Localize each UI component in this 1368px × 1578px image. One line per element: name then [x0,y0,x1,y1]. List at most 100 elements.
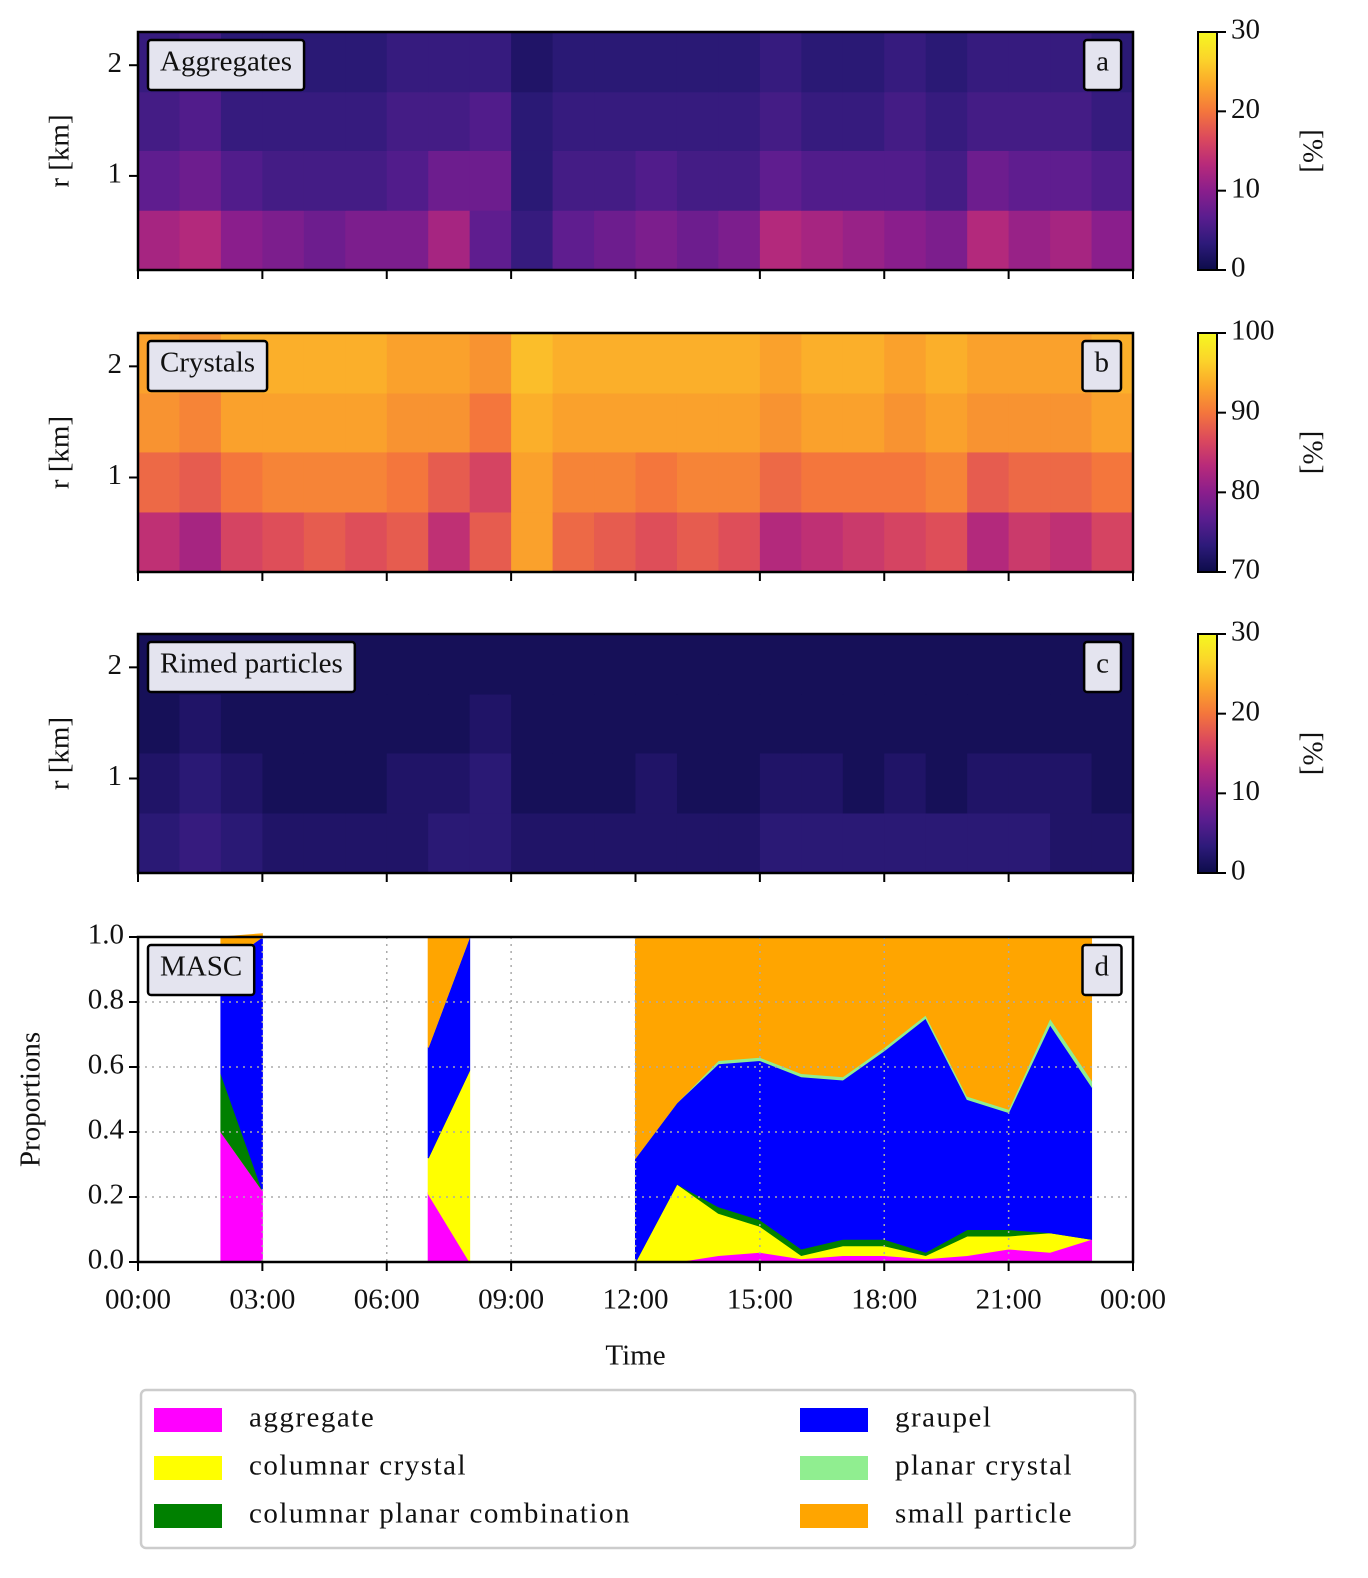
heatmap-cell [594,210,636,271]
panel-letter: d [1095,951,1110,983]
panel-title-box [146,339,269,393]
colorbar-label: [%] [1296,732,1328,775]
heatmap-cell [386,812,429,874]
x-tick-label: 00:00 [105,1284,171,1316]
heatmap-cell [469,451,512,513]
heatmap-cell [801,393,844,453]
heatmap-cell [676,210,719,271]
heatmap-cell [511,210,554,271]
heatmap-cell [179,451,222,513]
heatmap-cell [386,451,429,513]
panel-letter-box [1082,640,1123,694]
y-tick-label: 0.2 [88,1179,124,1211]
heatmap-cell [718,451,761,513]
heatmap-cell [262,511,305,573]
legend-swatch [154,1408,222,1432]
heatmap-cell [469,694,512,754]
heatmap-cell [594,634,636,695]
heatmap-cell [967,333,1010,394]
heatmap-cell [1008,451,1051,513]
heatmap-cell [428,91,471,151]
colorbar [1197,31,1218,271]
heatmap-cell [801,333,844,394]
heatmap-cell [179,812,222,874]
heatmap-cell [345,511,388,573]
heatmap-cell [759,511,802,573]
heatmap-cell [552,210,595,271]
heatmap-cell [262,91,305,151]
heatmap-cell [386,32,429,93]
heatmap-cell [138,210,180,271]
heatmap-cell [967,393,1010,453]
heatmap-cell [511,91,554,151]
heatmap-cell [1008,333,1051,394]
heatmap-cell [842,150,885,211]
heatmap-cell [220,752,263,814]
heatmap-cell [759,393,802,453]
y-axis-label: r [km] [44,416,76,489]
heatmap-cell [386,333,429,394]
heatmap-cell [511,812,554,874]
heatmap-cell [469,634,512,695]
heatmap-cell [428,333,471,394]
x-tick-label: 00:00 [1100,1284,1166,1316]
heatmap-cell [179,694,222,754]
heatmap-cell [303,393,346,453]
heatmap-cell [262,393,305,453]
legend-label: planar crystal [895,1450,1073,1482]
heatmap-cell [718,694,761,754]
panel-title-box [146,640,357,694]
heatmap-cell [842,752,885,814]
heatmap-cell [884,333,927,394]
heatmap-cell [1091,451,1134,513]
heatmap-cell [428,32,471,93]
heatmap-cell [386,91,429,151]
heatmap-cell [718,812,761,874]
heatmap-cell [635,694,678,754]
heatmap-cell [552,32,595,93]
x-tick-label: 03:00 [229,1284,295,1316]
heatmap-cell [842,333,885,394]
heatmap-cell [511,32,554,93]
colorbar-tick-label: 30 [1231,616,1260,648]
heatmap-cell [967,150,1010,211]
heatmap-cell [1050,752,1093,814]
heatmap-cell [262,752,305,814]
legend-box [139,1388,1137,1550]
heatmap-cell [759,150,802,211]
heatmap-cell [676,451,719,513]
legend-swatch [800,1504,868,1528]
heatmap-cell [676,511,719,573]
heatmap-cell [801,210,844,271]
heatmap-cell [967,210,1010,271]
heatmap-cell [635,812,678,874]
heatmap-cell [1050,511,1093,573]
heatmap-cell [138,393,180,453]
heatmap-cell [1008,752,1051,814]
heatmap-cell [138,812,180,874]
heatmap-cell [1091,393,1134,453]
heatmap-cell [594,150,636,211]
heatmap-cell [635,451,678,513]
heatmap-cell [759,333,802,394]
heatmap-cell [1091,694,1134,754]
heatmap-cell [386,752,429,814]
panel-title-box [146,38,306,92]
heatmap-cell [303,91,346,151]
heatmap-cell [801,511,844,573]
heatmap-cell [428,210,471,271]
legend-label: small particle [895,1498,1073,1530]
heatmap-cell [138,511,180,573]
heatmap-cell [925,451,968,513]
heatmap-cell [262,333,305,394]
heatmap-cell [179,752,222,814]
x-tick-label: 06:00 [354,1284,420,1316]
panel-title: Aggregates [160,46,292,78]
colorbar-tick-label: 100 [1231,315,1275,347]
heatmap-cell [262,812,305,874]
legend-label: columnar planar combination [249,1498,631,1530]
colorbar-label: [%] [1296,431,1328,474]
y-tick-label: 1 [108,459,123,491]
heatmap-cell [967,752,1010,814]
